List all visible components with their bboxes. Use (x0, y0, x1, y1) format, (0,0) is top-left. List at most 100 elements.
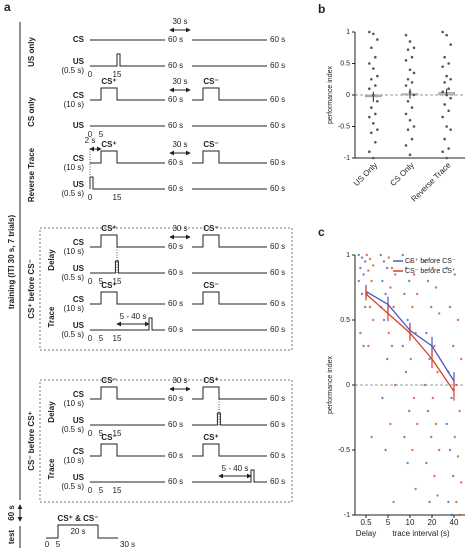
data-point (372, 93, 375, 97)
data-point (362, 344, 365, 348)
data-point (381, 396, 384, 400)
data-point (368, 30, 371, 34)
row-sublabel: (10 s) (64, 304, 85, 313)
segment-end: 60 s (168, 477, 183, 486)
row-label: CS (73, 238, 85, 247)
data-point (425, 331, 428, 335)
data-point (376, 100, 379, 103)
data-point (360, 256, 364, 259)
time-tick: 0 (88, 486, 93, 495)
time-tick: 0 (88, 334, 93, 343)
interval-label: 5 - 40 s (222, 464, 249, 473)
data-point (438, 312, 441, 315)
group-label: CS⁻ before CS⁺ (27, 411, 36, 471)
data-point (441, 30, 444, 34)
data-point (430, 435, 433, 439)
data-point (449, 128, 452, 131)
data-point (403, 292, 406, 296)
data-point (404, 112, 408, 116)
data-point (372, 122, 375, 125)
segment-end: 60 s (168, 268, 183, 277)
row-label: US (73, 180, 85, 189)
panel-label: c (318, 225, 325, 239)
data-point (412, 71, 416, 75)
group-box (39, 227, 293, 351)
data-point (443, 81, 446, 84)
data-point (387, 331, 390, 335)
iti-label: 30 s (172, 17, 187, 26)
block-label: Delay (47, 249, 56, 271)
data-point (364, 305, 367, 309)
data-point (445, 74, 448, 78)
test-tick: 0 (45, 540, 50, 549)
time-tick: 0 (88, 277, 93, 286)
data-point (410, 81, 414, 84)
test-stim: CS⁺ & CS⁻ (58, 514, 99, 523)
stim-label: CS⁻ (101, 376, 116, 385)
data-point (370, 46, 373, 50)
time-tick: 5 (99, 486, 104, 495)
data-point (359, 331, 362, 335)
data-point (387, 256, 390, 259)
data-point (458, 409, 461, 413)
data-point (392, 500, 395, 504)
data-point (368, 115, 371, 119)
data-point (452, 474, 455, 478)
data-point (445, 33, 448, 37)
data-point (431, 266, 434, 270)
stim-label: CS⁺ (101, 140, 116, 149)
data-point (372, 67, 375, 70)
time-tick: 15 (113, 334, 122, 343)
row-label: US (73, 416, 85, 425)
data-point (412, 46, 416, 50)
data-point (412, 273, 416, 276)
data-point (447, 62, 450, 65)
row-sublabel: (10 s) (64, 247, 85, 256)
group-label: CS only (27, 97, 36, 127)
data-point (390, 344, 394, 348)
data-point (441, 150, 444, 153)
us-trace (90, 412, 267, 426)
cs-trace (90, 234, 267, 248)
data-point (428, 500, 431, 504)
data-point (368, 305, 372, 309)
data-point (453, 435, 456, 439)
data-point (403, 435, 406, 439)
x-group-label: Delay (356, 529, 376, 538)
data-point (449, 96, 452, 100)
data-point (412, 125, 416, 128)
segment-end: 60 s (168, 35, 183, 44)
data-point (447, 109, 450, 113)
data-point (404, 59, 408, 62)
segment-end: 60 s (270, 394, 285, 403)
data-point (447, 500, 450, 504)
segment-end: 60 s (168, 121, 183, 130)
row-sublabel: (10 s) (64, 100, 85, 109)
data-point (384, 448, 387, 452)
axes (354, 255, 465, 516)
data-point (416, 292, 419, 296)
data-point (362, 273, 365, 276)
data-point (370, 279, 373, 283)
data-point (406, 461, 409, 465)
data-point (374, 55, 377, 59)
row-sublabel: (0.5 s) (61, 189, 84, 198)
cs-trace (90, 443, 267, 457)
iti-label: 30 s (172, 224, 187, 233)
data-point (428, 357, 431, 361)
mean-line (365, 293, 455, 392)
iti-label: 60 s (7, 505, 16, 521)
data-point (372, 156, 375, 160)
row-label: US (73, 264, 85, 273)
data-point (370, 131, 373, 135)
stim-label: CS⁻ (203, 77, 218, 86)
data-point (450, 513, 453, 517)
data-point (408, 68, 412, 72)
test-label: test (7, 530, 16, 545)
stim-label: CS⁻ (101, 433, 116, 442)
time-tick: 15 (113, 70, 122, 79)
data-point (408, 279, 411, 283)
data-point (441, 115, 444, 119)
data-point (389, 286, 392, 289)
row-sublabel: (0.5 s) (61, 273, 84, 282)
